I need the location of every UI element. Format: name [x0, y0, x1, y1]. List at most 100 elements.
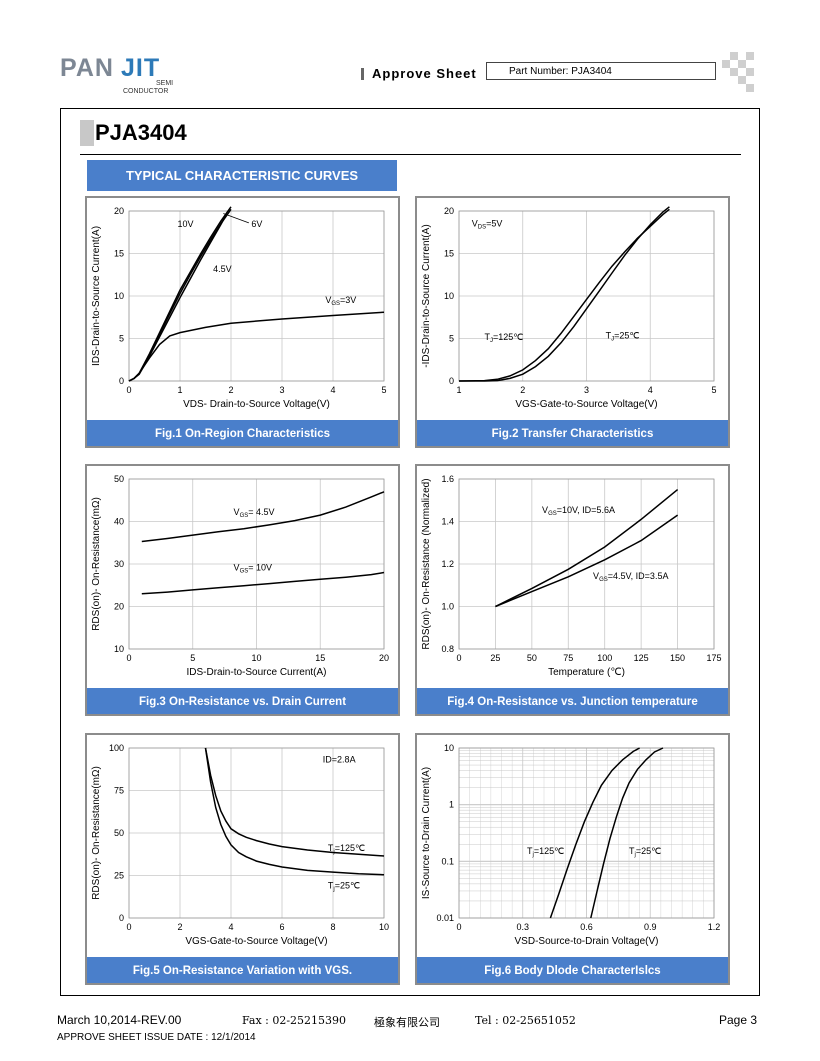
y-tick-label: 50 [114, 828, 124, 838]
fig2-y-axis-label: -IDS-Drain-to-Source Current(A) [421, 224, 432, 367]
fig4-plot-area [458, 478, 715, 650]
fig6-plot-area [458, 747, 715, 919]
y-tick-label: 5 [449, 334, 454, 344]
fig6-annotation-0: Tj=125℃ [527, 846, 564, 858]
y-tick-label: 10 [444, 743, 454, 753]
x-tick-label: 0 [126, 922, 131, 932]
fig2-frame [415, 196, 730, 448]
fig5-x-axis-label: VGS-Gate-to-Source Voltage(V) [185, 936, 327, 947]
x-tick-label: 100 [597, 653, 612, 663]
fig6-frame [415, 733, 730, 985]
x-tick-label: 150 [670, 653, 685, 663]
x-tick-label: 125 [634, 653, 649, 663]
y-tick-label: 1.4 [441, 517, 454, 527]
y-tick-label: 20 [114, 602, 124, 612]
x-tick-label: 2 [520, 385, 525, 395]
fig2-x-axis-label: VGS-Gate-to-Source Voltage(V) [515, 399, 657, 410]
x-tick-label: 0 [456, 922, 461, 932]
fig4-annotation-1: VGS=4.5V, ID=3.5A [593, 571, 668, 583]
fig5-series-1-line [204, 747, 385, 876]
x-tick-label: 3 [584, 385, 589, 395]
x-tick-label: 2 [177, 922, 182, 932]
fig1-annotation-1: 6V [251, 219, 262, 229]
fig5-y-axis-label: RDS(on)- On-Resistance(mΩ) [91, 766, 102, 900]
footer-issue-date: APPROVE SHEET ISSUE DATE : 12/1/2014 [57, 1032, 256, 1043]
y-tick-label: 40 [114, 517, 124, 527]
fig1-caption: Fig.1 On-Region Characteristics [155, 428, 330, 440]
x-tick-label: 10 [251, 653, 261, 663]
fig1-panel: 0 1 2 3 4 5 0 5 10 15 20 VDS- Drain-to-Source Volta… [85, 196, 400, 448]
x-tick-label: 0 [456, 653, 461, 663]
fig3-caption-bar [87, 688, 398, 714]
x-tick-label: 8 [330, 922, 335, 932]
fig1-6v-leader-line [223, 213, 249, 224]
fig6-series-0-line [549, 747, 640, 919]
fig3-plot-area [128, 478, 385, 650]
x-tick-label: 10 [379, 922, 389, 932]
fig3-series-1-line [141, 571, 385, 595]
y-tick-label: 1.2 [441, 559, 454, 569]
fig6-caption: Fig.6 Body Dlode CharacterIslcs [484, 965, 660, 977]
fig4-panel: 0 25 50 75 100 125 150 175 0.8 1.0 1.2 1.4 1.6 Temper… [415, 464, 730, 716]
x-tick-label: 0.6 [580, 922, 593, 932]
x-tick-label: 15 [315, 653, 325, 663]
fig3-caption: Fig.3 On-Resistance vs. Drain Current [139, 696, 346, 708]
part-number-text: Part Number: PJA3404 [509, 66, 612, 77]
y-tick-label: 0 [119, 376, 124, 386]
footer-company: 極象有限公司 [374, 1017, 440, 1029]
fig4-series-0-line [495, 489, 679, 608]
part-number-box: Part Number: PJA3404 [486, 62, 716, 80]
fig4-y-axis-label: RDS(on)- On-Resistance (Normalized) [421, 478, 432, 649]
fig5-caption-bar [87, 957, 398, 983]
fig1-plot-area [128, 210, 385, 382]
fig6-annotation-1: Tj=25℃ [629, 846, 661, 858]
y-tick-label: 50 [114, 474, 124, 484]
fig6-panel: 0 0.3 0.6 0.9 1.2 0.01 0.1 1 10 VSD-Source-to-Dra… [415, 733, 730, 985]
x-tick-label: 50 [527, 653, 537, 663]
fig3-x-axis-label: IDS-Drain-to-Source Current(A) [186, 667, 326, 678]
x-tick-label: 1.2 [708, 922, 721, 932]
logo-pan: PAN [60, 54, 114, 82]
fig6-caption-bar [417, 957, 728, 983]
fig5-annotation-0: ID=2.8A [323, 754, 356, 764]
y-tick-label: 10 [114, 644, 124, 654]
y-tick-label: 5 [119, 334, 124, 344]
y-tick-label: 1.0 [441, 602, 454, 612]
y-tick-label: 10 [114, 291, 124, 301]
page-title: PJA3404 [95, 120, 187, 145]
y-tick-label: 100 [109, 743, 124, 753]
page-frame [60, 108, 760, 996]
fig4-caption: Fig.4 On-Resistance vs. Junction tempera… [447, 696, 698, 708]
footer-page: Page 3 [719, 1013, 758, 1027]
fig1-caption-bar [87, 420, 398, 446]
fig1-series-3-line [128, 311, 385, 382]
fig2-series-1-line [459, 206, 670, 382]
fig4-annotation-0: VGS=10V, ID=5.6A [542, 505, 615, 517]
fig2-caption: Fig.2 Transfer Characteristics [492, 428, 654, 440]
y-tick-label: 25 [114, 871, 124, 881]
x-tick-label: 0.9 [644, 922, 657, 932]
y-tick-label: 10 [444, 291, 454, 301]
fig6-series-1-line [590, 747, 664, 919]
fig1-annotation-0: 10V [177, 219, 193, 229]
fig1-frame [85, 196, 400, 448]
fig4-x-axis-label: Temperature (℃) [548, 667, 625, 678]
fig2-caption-bar [417, 420, 728, 446]
approve-sheet-label: Approve Sheet [372, 66, 477, 81]
fig6-y-axis-label: IS-Source to-Drain Current(A) [421, 767, 432, 899]
y-tick-label: 0 [449, 376, 454, 386]
fig3-series-0-line [141, 491, 385, 543]
x-tick-label: 1 [456, 385, 461, 395]
y-tick-label: 0.8 [441, 644, 454, 654]
fig5-frame [85, 733, 400, 985]
fig4-series-1-line [495, 514, 679, 608]
fig4-caption-bar [417, 688, 728, 714]
x-tick-label: 6 [279, 922, 284, 932]
fig2-plot-area [458, 210, 715, 382]
footer-tel: Tel : 02-25651052 [475, 1014, 576, 1027]
fig2-annotation-1: TJ=125℃ [485, 332, 524, 344]
x-tick-label: 1 [177, 385, 182, 395]
x-tick-label: 175 [706, 653, 721, 663]
checker-decoration [722, 52, 754, 92]
